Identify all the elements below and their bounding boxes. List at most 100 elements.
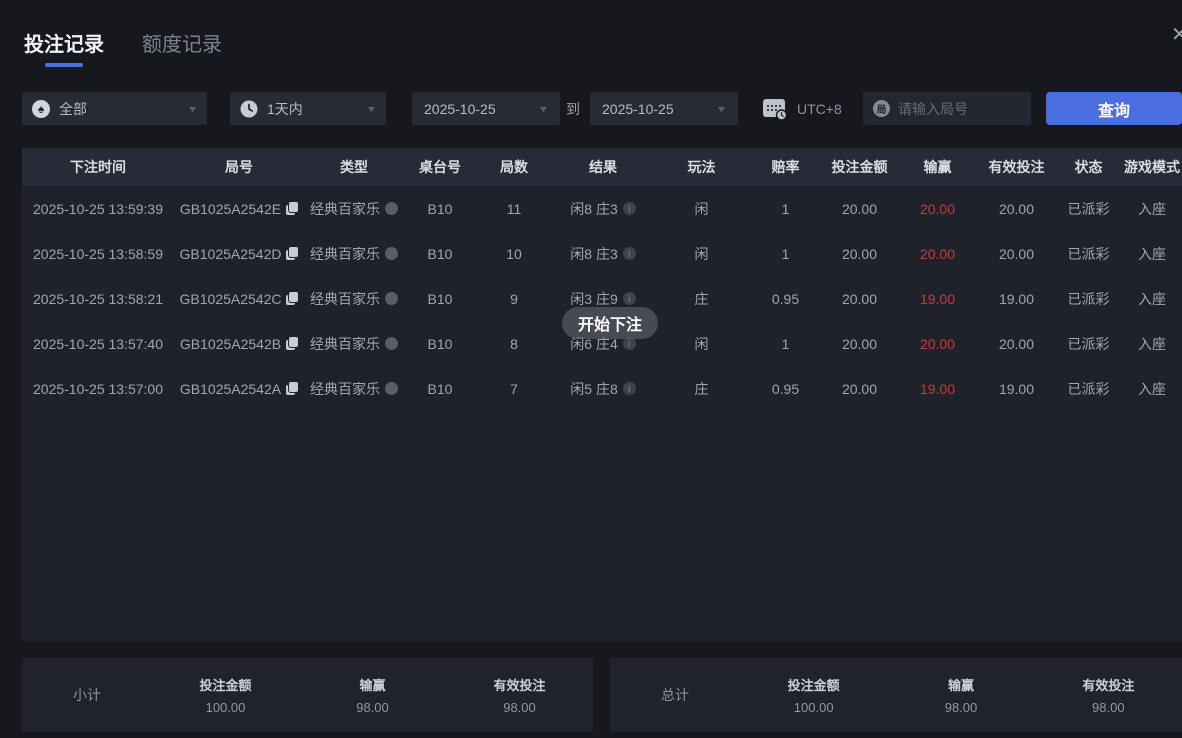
total-win-lose: 输赢 98.00 (887, 675, 1034, 715)
stat-label: 有效投注 (1082, 678, 1135, 693)
copy-icon[interactable] (286, 202, 299, 215)
copy-icon[interactable] (286, 382, 299, 395)
chevron-down-icon: ▼ (186, 103, 199, 114)
records-table: 下注时间 局号 类型 桌台号 局数 结果 玩法 赔率 投注金额 输赢 有效投注 … (22, 148, 1182, 641)
type-text: 经典百家乐 (310, 335, 380, 352)
col-header-result: 结果 (589, 159, 617, 175)
stat-label: 输赢 (947, 678, 974, 693)
cell-game-no: GB1025A2542C (174, 291, 304, 307)
cell-game-mode: 入座 (1138, 200, 1166, 217)
info-icon[interactable]: i (622, 382, 636, 395)
table-row: 2025-10-25 13:59:39 GB1025A2542E 经典百家乐 B… (22, 186, 1182, 231)
cell-type: 经典百家乐 (304, 379, 404, 399)
stat-label: 输赢 (359, 678, 386, 693)
result-text: 闲3 庄9 (570, 290, 618, 307)
query-button[interactable]: 查询 (1046, 92, 1182, 125)
table-row: 2025-10-25 13:57:00 GB1025A2542A 经典百家乐 B… (22, 366, 1182, 411)
calendar-clock-icon (762, 96, 788, 121)
cell-bet-amount: 20.00 (841, 245, 878, 262)
round-number-icon: 局 (873, 100, 890, 117)
cell-game-no: GB1025A2542D (174, 246, 304, 262)
cell-play: 闲 (694, 245, 709, 262)
cell-game-mode: 入座 (1138, 380, 1166, 397)
cell-table-no: B10 (427, 380, 453, 397)
cell-bet-time: 2025-10-25 13:59:39 (33, 200, 163, 217)
game-no-text: GB1025A2542A (179, 380, 282, 397)
info-icon[interactable]: i (622, 202, 636, 215)
info-icon[interactable]: i (622, 337, 636, 350)
cell-odds: 0.95 (771, 290, 800, 307)
replay-dot-icon (385, 202, 398, 215)
total-valid-bet: 有效投注 98.00 (1035, 675, 1182, 715)
cell-rounds: 9 (510, 290, 518, 307)
cell-odds: 1 (781, 200, 790, 217)
cell-result: 闲6 庄4 i (552, 334, 654, 354)
type-text: 经典百家乐 (310, 380, 380, 397)
category-value: 全部 (59, 100, 87, 117)
game-no-text: GB1025A2542D (179, 245, 282, 262)
game-no-text: GB1025A2542C (179, 290, 282, 307)
table-row: 2025-10-25 13:57:40 GB1025A2542B 经典百家乐 B… (22, 321, 1182, 366)
cell-result: 闲3 庄9 i (552, 289, 654, 309)
total-title: 总计 (661, 687, 689, 703)
result-text: 闲8 庄3 (570, 245, 618, 262)
clock-icon (240, 100, 258, 118)
col-header-rounds: 局数 (500, 159, 528, 175)
col-header-win-lose: 输赢 (923, 159, 952, 175)
cell-bet-amount: 20.00 (841, 200, 878, 217)
col-header-game-no: 局号 (225, 159, 253, 175)
cell-table-no: B10 (427, 245, 453, 262)
col-header-type: 类型 (340, 159, 368, 175)
replay-dot-icon (385, 247, 398, 260)
cell-bet-time: 2025-10-25 13:57:00 (33, 380, 163, 397)
round-search-input[interactable] (898, 100, 1008, 117)
tab-betting-records[interactable]: 投注记录 (24, 28, 104, 57)
date-to-value: 2025-10-25 (602, 100, 674, 117)
cell-game-mode: 入座 (1138, 335, 1166, 352)
stat-value: 98.00 (356, 700, 389, 715)
cell-result: 闲8 庄3 i (552, 199, 654, 219)
subtotal-bet-amount: 投注金额 100.00 (152, 675, 299, 715)
cell-play: 闲 (694, 200, 709, 217)
cell-bet-time: 2025-10-25 13:57:40 (33, 335, 163, 352)
chevron-down-icon: ▼ (537, 103, 550, 114)
cell-rounds: 10 (506, 245, 522, 262)
stat-value: 98.00 (503, 700, 536, 715)
date-from-picker[interactable]: 2025-10-25 ▼ (412, 92, 560, 125)
spade-icon: ♠ (32, 99, 50, 118)
copy-icon[interactable] (286, 337, 299, 350)
cell-valid-bet: 19.00 (998, 290, 1035, 307)
close-icon[interactable]: ✕ (1171, 24, 1182, 46)
cell-game-no: GB1025A2542E (174, 201, 304, 217)
cell-result: 闲8 庄3 i (552, 244, 654, 264)
copy-icon[interactable] (286, 247, 299, 260)
cell-win-lose: 20.00 (919, 200, 956, 217)
type-text: 经典百家乐 (310, 245, 380, 262)
tab-quota-records[interactable]: 额度记录 (142, 34, 222, 56)
round-search-field[interactable]: 局 (863, 92, 1031, 125)
info-icon[interactable]: i (622, 292, 636, 305)
cell-rounds: 7 (510, 380, 518, 397)
time-range-value: 1天内 (267, 100, 303, 117)
time-range-dropdown[interactable]: 1天内 ▼ (230, 92, 386, 125)
type-text: 经典百家乐 (310, 290, 380, 307)
date-to-picker[interactable]: 2025-10-25 ▼ (590, 92, 738, 125)
col-header-odds: 赔率 (771, 159, 800, 175)
cell-valid-bet: 19.00 (998, 380, 1035, 397)
info-icon[interactable]: i (622, 247, 636, 260)
col-header-status: 状态 (1074, 159, 1103, 175)
cell-bet-time: 2025-10-25 13:58:21 (33, 290, 163, 307)
cell-valid-bet: 20.00 (998, 335, 1035, 352)
cell-valid-bet: 20.00 (998, 200, 1035, 217)
cell-result: 闲5 庄8 i (552, 379, 654, 399)
category-dropdown[interactable]: ♠ 全部 ▼ (22, 92, 207, 125)
total-panel: 总计 投注金额 100.00 输赢 98.00 有效投注 98.00 (610, 658, 1182, 732)
chevron-down-icon: ▼ (365, 103, 378, 114)
copy-icon[interactable] (286, 292, 299, 305)
stat-value: 100.00 (793, 700, 834, 715)
game-no-text: GB1025A2542E (179, 200, 282, 217)
cell-type: 经典百家乐 (304, 334, 404, 354)
date-from-value: 2025-10-25 (424, 100, 496, 117)
cell-play: 庄 (694, 380, 709, 397)
